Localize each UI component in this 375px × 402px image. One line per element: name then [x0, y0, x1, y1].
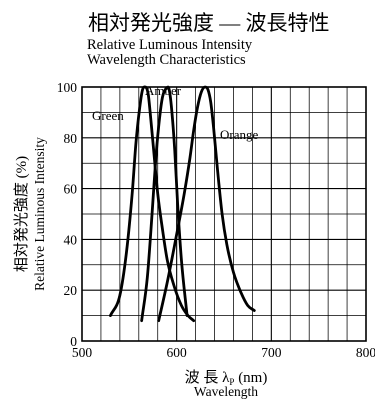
x-tick-label: 800 [356, 345, 375, 360]
y-tick-label: 100 [57, 80, 78, 95]
x-axis-label-jp: 波 長 λP (nm) [185, 369, 268, 387]
series-line-green [109, 85, 196, 323]
chart-title: 相対発光強度 — 波長特性 [88, 11, 330, 35]
x-tick-label: 600 [167, 345, 188, 360]
x-axis-label-subscript: P [229, 377, 234, 387]
grid [82, 87, 366, 341]
tick-labels: 500 600 700 800 0 20 40 60 80 100 [57, 80, 375, 360]
y-axis-label: 相対発光強度 (%) Relative Luminous Intensity [13, 137, 47, 291]
x-axis-label-symbol: λ [222, 370, 230, 386]
y-tick-label: 40 [64, 232, 78, 247]
x-tick-label: 500 [72, 345, 93, 360]
y-tick-label: 0 [70, 334, 77, 349]
x-tick-label: 700 [261, 345, 282, 360]
series-lines [109, 85, 256, 323]
y-tick-label: 60 [64, 182, 78, 197]
x-axis-label-jp-text: 波 長 [185, 369, 219, 386]
series-label-green: Green [92, 108, 124, 123]
series-line-orange [157, 85, 256, 323]
x-axis-label-unit: (nm) [238, 370, 267, 386]
series-label-orange: Orange [220, 127, 258, 142]
x-axis-label-en: Wavelength [194, 384, 258, 399]
y-tick-label: 20 [64, 283, 78, 298]
series-line-amber [140, 85, 189, 323]
series-label-amber: Amber [145, 83, 182, 98]
y-axis-label-en: Relative Luminous Intensity [32, 137, 47, 291]
chart-subtitle-line-1: Relative Luminous Intensity [87, 37, 253, 53]
y-tick-label: 80 [64, 131, 78, 146]
chart-subtitle-line-2: Wavelength Characteristics [87, 52, 246, 68]
plot-frame [81, 86, 367, 342]
y-axis-label-jp: 相対発光強度 (%) [13, 156, 30, 272]
